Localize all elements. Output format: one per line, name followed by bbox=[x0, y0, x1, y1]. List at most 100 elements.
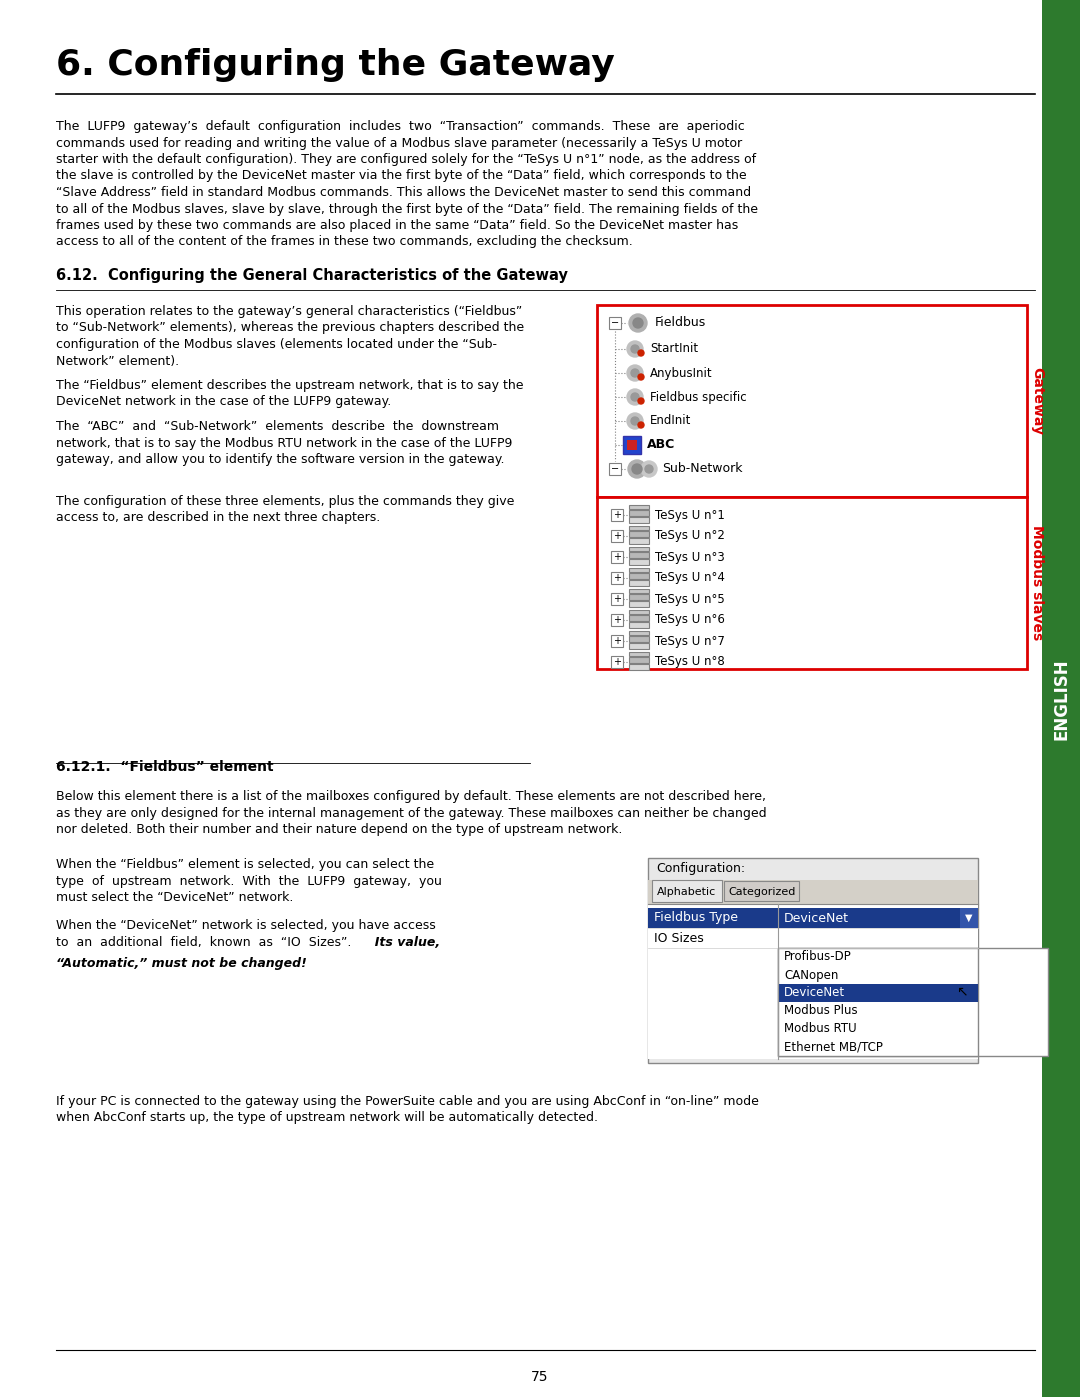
Bar bbox=[629, 664, 649, 671]
Bar bbox=[629, 590, 649, 592]
Text: +: + bbox=[613, 615, 621, 624]
Text: Below this element there is a list of the mailboxes configured by default. These: Below this element there is a list of th… bbox=[56, 789, 766, 803]
Circle shape bbox=[642, 461, 657, 476]
Text: +: + bbox=[613, 657, 621, 666]
Text: TeSys U n°6: TeSys U n°6 bbox=[654, 613, 725, 626]
Text: +: + bbox=[613, 636, 621, 645]
Text: access to, are described in the next three chapters.: access to, are described in the next thr… bbox=[56, 511, 380, 524]
Bar bbox=[629, 601, 649, 608]
Text: must select the “DeviceNet” network.: must select the “DeviceNet” network. bbox=[56, 891, 294, 904]
Circle shape bbox=[627, 341, 643, 358]
Circle shape bbox=[631, 369, 639, 377]
Bar bbox=[629, 569, 649, 571]
Bar bbox=[629, 538, 649, 543]
Text: DeviceNet network in the case of the LUFP9 gateway.: DeviceNet network in the case of the LUF… bbox=[56, 395, 391, 408]
Circle shape bbox=[638, 422, 644, 427]
Circle shape bbox=[638, 374, 644, 380]
Text: 6.12.  Configuring the General Characteristics of the Gateway: 6.12. Configuring the General Characteri… bbox=[56, 268, 568, 284]
Circle shape bbox=[631, 393, 639, 401]
Text: TeSys U n°3: TeSys U n°3 bbox=[654, 550, 725, 563]
Text: Configuration:: Configuration: bbox=[656, 862, 745, 875]
Text: +: + bbox=[613, 552, 621, 562]
Bar bbox=[629, 573, 649, 578]
Text: ↖: ↖ bbox=[956, 983, 968, 997]
Circle shape bbox=[638, 351, 644, 356]
Text: Modbus RTU: Modbus RTU bbox=[784, 1023, 856, 1035]
Bar bbox=[724, 882, 799, 901]
Text: +: + bbox=[613, 510, 621, 520]
Text: 6. Configuring the Gateway: 6. Configuring the Gateway bbox=[56, 47, 615, 82]
Bar bbox=[778, 949, 1048, 1056]
Text: +: + bbox=[613, 531, 621, 541]
Text: to  an  additional  field,  known  as  “IO  Sizes”.: to an additional field, known as “IO Siz… bbox=[56, 936, 351, 949]
Text: IO Sizes: IO Sizes bbox=[654, 932, 704, 944]
Circle shape bbox=[631, 416, 639, 425]
Circle shape bbox=[627, 388, 643, 405]
Text: CANopen: CANopen bbox=[784, 968, 838, 982]
Bar bbox=[778, 983, 978, 1002]
Text: commands used for reading and writing the value of a Modbus slave parameter (nec: commands used for reading and writing th… bbox=[56, 137, 742, 149]
Bar bbox=[652, 880, 723, 902]
Bar bbox=[629, 657, 649, 664]
Bar bbox=[629, 652, 649, 657]
Bar bbox=[611, 509, 623, 521]
Text: TeSys U n°7: TeSys U n°7 bbox=[654, 634, 725, 647]
Text: +: + bbox=[613, 594, 621, 604]
Text: Fieldbus Type: Fieldbus Type bbox=[654, 911, 738, 925]
Bar bbox=[611, 592, 623, 605]
Bar bbox=[629, 559, 649, 564]
Text: Fieldbus specific: Fieldbus specific bbox=[650, 391, 746, 404]
Text: The “Fieldbus” element describes the upstream network, that is to say the: The “Fieldbus” element describes the ups… bbox=[56, 379, 524, 393]
Text: Network” element).: Network” element). bbox=[56, 355, 179, 367]
Text: ABC: ABC bbox=[647, 439, 675, 451]
Text: TeSys U n°5: TeSys U n°5 bbox=[654, 592, 725, 605]
Bar bbox=[648, 908, 978, 928]
Bar bbox=[629, 631, 649, 636]
Bar bbox=[629, 527, 649, 529]
Bar bbox=[629, 531, 649, 536]
Text: If your PC is connected to the gateway using the PowerSuite cable and you are us: If your PC is connected to the gateway u… bbox=[56, 1095, 759, 1108]
Text: When the “Fieldbus” element is selected, you can select the: When the “Fieldbus” element is selected,… bbox=[56, 858, 434, 870]
Text: The  LUFP9  gateway’s  default  configuration  includes  two  “Transaction”  com: The LUFP9 gateway’s default configuratio… bbox=[56, 120, 745, 133]
Text: ▼: ▼ bbox=[966, 914, 973, 923]
Text: +: + bbox=[613, 573, 621, 583]
Bar bbox=[648, 904, 978, 1059]
Bar bbox=[611, 550, 623, 563]
Circle shape bbox=[627, 365, 643, 381]
Circle shape bbox=[645, 465, 653, 474]
Text: to all of the Modbus slaves, slave by slave, through the first byte of the “Data: to all of the Modbus slaves, slave by sl… bbox=[56, 203, 758, 215]
Text: “Slave Address” field in standard Modbus commands. This allows the DeviceNet mas: “Slave Address” field in standard Modbus… bbox=[56, 186, 751, 198]
Bar bbox=[597, 305, 1027, 497]
Bar bbox=[629, 610, 649, 615]
Text: When the “DeviceNet” network is selected, you have access: When the “DeviceNet” network is selected… bbox=[56, 919, 435, 933]
Bar bbox=[960, 908, 978, 928]
Bar bbox=[611, 571, 623, 584]
Text: StartInit: StartInit bbox=[650, 342, 698, 355]
Text: frames used by these two commands are also placed in the same “Data” field. So t: frames used by these two commands are al… bbox=[56, 219, 739, 232]
Bar bbox=[778, 949, 978, 1056]
Text: This operation relates to the gateway’s general characteristics (“Fieldbus”: This operation relates to the gateway’s … bbox=[56, 305, 523, 319]
Text: AnybusInit: AnybusInit bbox=[650, 366, 713, 380]
Text: TeSys U n°4: TeSys U n°4 bbox=[654, 571, 725, 584]
Text: configuration of the Modbus slaves (elements located under the “Sub-: configuration of the Modbus slaves (elem… bbox=[56, 338, 497, 351]
Bar bbox=[629, 594, 649, 599]
Bar bbox=[611, 636, 623, 647]
Bar bbox=[611, 615, 623, 626]
Bar bbox=[629, 622, 649, 629]
Bar bbox=[629, 636, 649, 643]
Text: “Automatic,” must not be changed!: “Automatic,” must not be changed! bbox=[56, 957, 307, 970]
Circle shape bbox=[638, 398, 644, 404]
Text: TeSys U n°2: TeSys U n°2 bbox=[654, 529, 725, 542]
Bar bbox=[627, 440, 637, 450]
Bar bbox=[629, 552, 649, 557]
Text: TeSys U n°1: TeSys U n°1 bbox=[654, 509, 725, 521]
Bar bbox=[629, 548, 649, 550]
Text: ENGLISH: ENGLISH bbox=[1052, 658, 1070, 740]
Text: EndInit: EndInit bbox=[650, 415, 691, 427]
Bar bbox=[629, 643, 649, 650]
Text: network, that is to say the Modbus RTU network in the case of the LUFP9: network, that is to say the Modbus RTU n… bbox=[56, 436, 512, 450]
Bar bbox=[648, 880, 978, 904]
Bar bbox=[597, 497, 1027, 669]
Text: to “Sub-Network” elements), whereas the previous chapters described the: to “Sub-Network” elements), whereas the … bbox=[56, 321, 524, 334]
Text: −: − bbox=[611, 464, 619, 474]
